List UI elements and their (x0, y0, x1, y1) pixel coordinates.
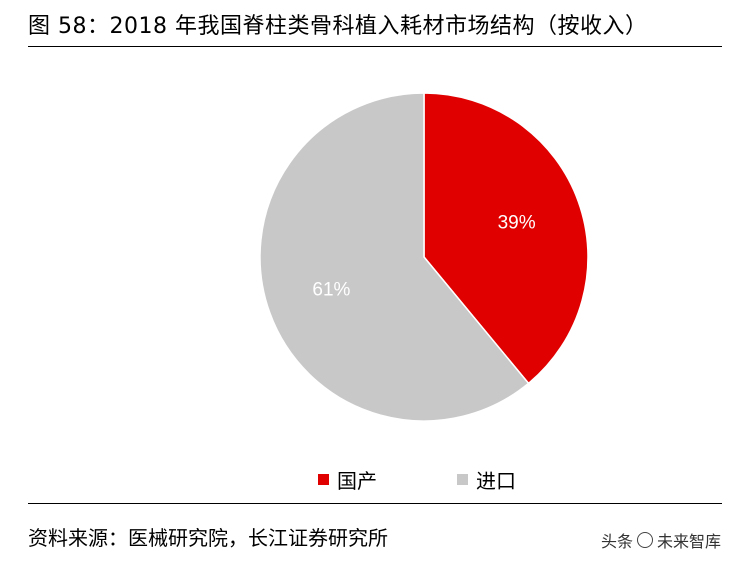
chart-title: 图 58：2018 年我国脊柱类骨科植入耗材市场结构（按收入） (28, 14, 648, 39)
source-divider (28, 503, 722, 504)
legend-label-domestic: 国产 (337, 469, 377, 493)
pie-slice-domestic (423, 92, 589, 385)
watermark-logo-icon (636, 532, 653, 548)
chart-legend: 国产 进口 (318, 465, 516, 494)
watermark: 头条 未来智库 (601, 528, 721, 552)
pie-slice-imported (259, 92, 530, 422)
legend-item-imported: 进口 (457, 465, 516, 494)
pie-label-domestic: 39% (498, 213, 536, 234)
watermark-name: 未来智库 (656, 532, 721, 551)
legend-label-imported: 进口 (476, 469, 516, 493)
source-note: 资料来源：医械研究院，长江证券研究所 (28, 526, 388, 550)
pie-label-imported: 61% (312, 279, 350, 300)
legend-item-domestic: 国产 (318, 465, 377, 494)
title-divider (28, 46, 722, 47)
legend-swatch-domestic (318, 474, 329, 485)
watermark-prefix: 头条 (600, 532, 633, 551)
legend-swatch-imported (457, 474, 468, 485)
